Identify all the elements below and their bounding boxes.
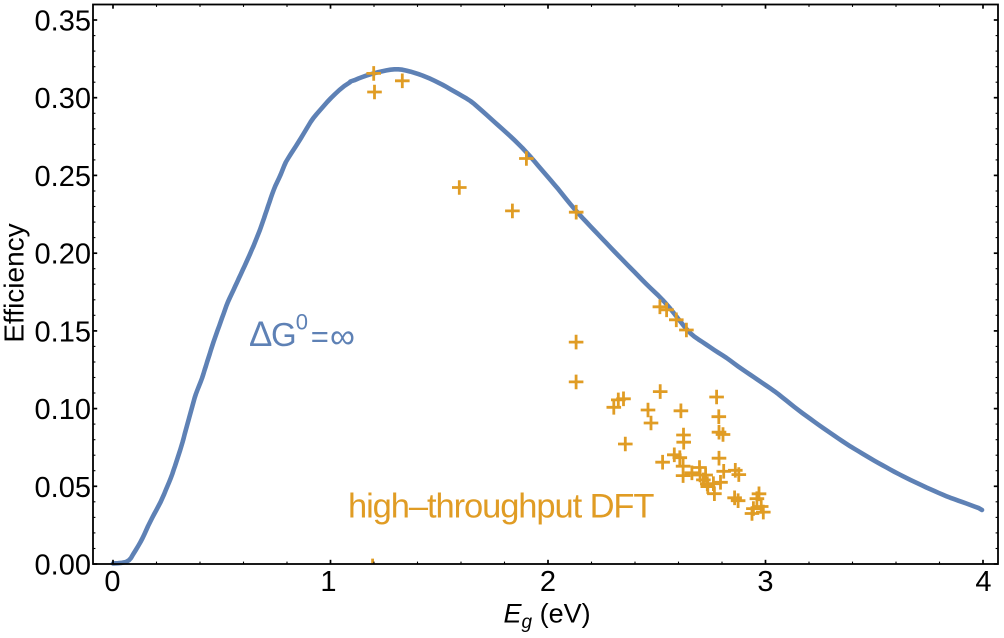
svg-text:0: 0 <box>104 566 120 598</box>
svg-text:0.00: 0.00 <box>35 550 91 582</box>
svg-text:1: 1 <box>320 566 336 598</box>
svg-text:2: 2 <box>540 566 556 598</box>
svg-text:∞: ∞ <box>330 317 355 356</box>
svg-text:high–throughput DFT: high–throughput DFT <box>348 488 655 526</box>
svg-text:0.30: 0.30 <box>35 83 91 115</box>
svg-text:0.15: 0.15 <box>35 316 91 348</box>
svg-text:G: G <box>271 316 297 353</box>
svg-text:4: 4 <box>975 566 991 598</box>
svg-text:0.10: 0.10 <box>35 394 91 426</box>
svg-text:0.25: 0.25 <box>35 161 91 193</box>
svg-text:0: 0 <box>296 310 308 335</box>
svg-text:Eg (eV): Eg (eV) <box>504 598 591 633</box>
svg-text:0.05: 0.05 <box>35 472 91 504</box>
svg-text:0.20: 0.20 <box>35 239 91 271</box>
svg-text:=: = <box>311 319 329 354</box>
svg-text:3: 3 <box>757 566 773 598</box>
svg-text:Δ: Δ <box>249 315 272 354</box>
svg-text:Efficiency: Efficiency <box>0 223 30 342</box>
svg-text:0.35: 0.35 <box>35 6 91 38</box>
